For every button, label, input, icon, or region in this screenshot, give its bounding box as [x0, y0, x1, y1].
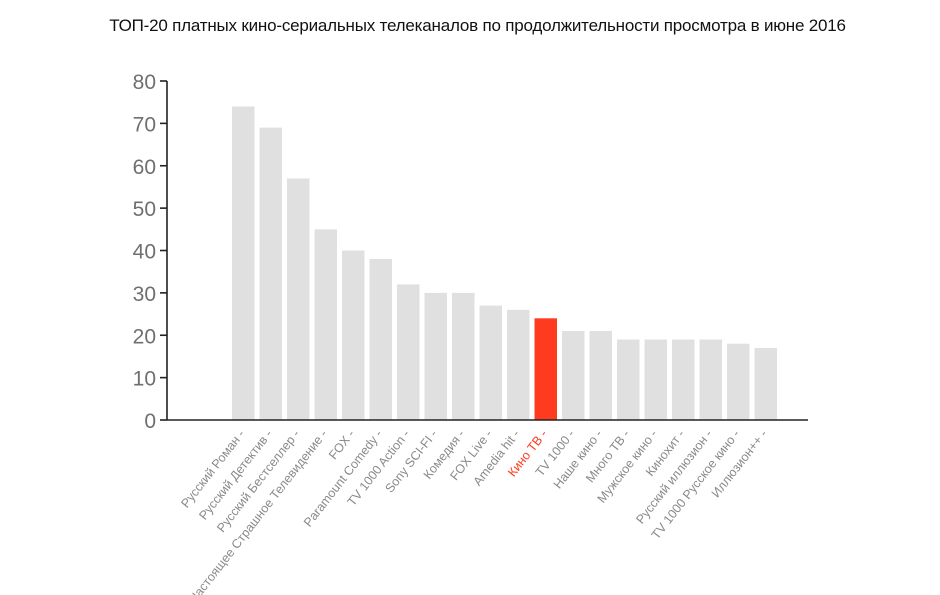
bar-6: [369, 258, 392, 420]
y-tick-label-40: 40: [133, 241, 156, 264]
chart-title: ТОП-20 платных кино-сериальных телеканал…: [109, 16, 846, 35]
y-tick-label-30: 30: [133, 283, 156, 306]
y-tick-label-70: 70: [133, 113, 156, 136]
y-tick-label-0: 0: [144, 410, 156, 433]
y-tick-label-60: 60: [133, 156, 156, 179]
bar-8: [424, 292, 447, 420]
bar-14: [589, 331, 612, 420]
bar-17: [672, 339, 695, 420]
bar-15: [617, 339, 640, 420]
bar-3: [287, 178, 310, 420]
bar-2: [259, 127, 282, 421]
bar-4: [314, 229, 337, 420]
y-tick-label-50: 50: [133, 198, 156, 221]
bar-10: [479, 305, 502, 420]
bar-1: [232, 106, 255, 421]
y-tick-label-80: 80: [133, 71, 156, 94]
bar-16: [644, 339, 667, 420]
bar-11: [507, 309, 530, 420]
bar-20: [754, 347, 777, 420]
bar-5: [342, 250, 365, 420]
bar-13: [562, 331, 585, 420]
bar-7: [397, 284, 420, 420]
bar-12: [534, 318, 557, 420]
bar-9: [452, 292, 475, 420]
bar-18: [699, 339, 722, 420]
y-tick-label-20: 20: [133, 325, 156, 348]
y-tick-label-10: 10: [133, 368, 156, 391]
bar-19: [727, 343, 750, 420]
